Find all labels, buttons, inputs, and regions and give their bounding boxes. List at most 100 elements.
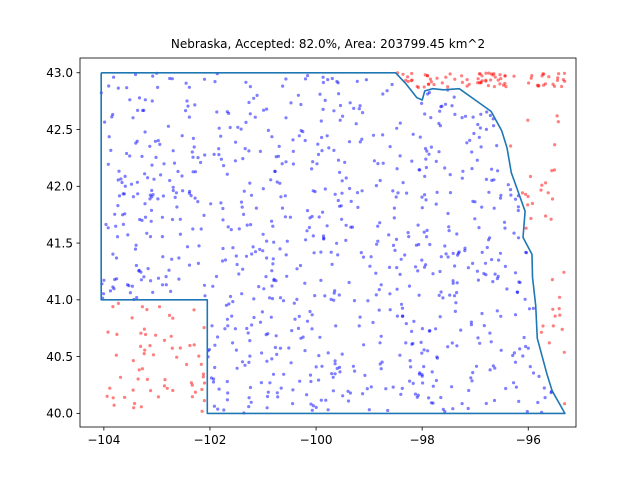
accepted-point (466, 406, 470, 411)
accepted-point (173, 195, 177, 199)
accepted-point (248, 385, 253, 390)
accepted-point (316, 152, 321, 157)
accepted-point (290, 329, 294, 333)
accepted-point (358, 315, 362, 319)
accepted-point (395, 314, 399, 318)
y-tick-label: 42.5 (46, 123, 73, 137)
accepted-point (178, 232, 182, 236)
accepted-point (221, 206, 225, 211)
accepted-point (193, 170, 198, 174)
accepted-point (137, 269, 141, 273)
accepted-point (498, 196, 503, 200)
accepted-point (367, 408, 371, 412)
accepted-point (133, 247, 138, 251)
rejected-point (549, 217, 553, 221)
rejected-point (539, 330, 544, 334)
accepted-point (332, 148, 336, 152)
accepted-point (491, 280, 495, 284)
accepted-point (439, 255, 443, 259)
accepted-point (543, 396, 547, 400)
accepted-point (469, 376, 473, 380)
state-boundary (100, 72, 566, 415)
accepted-point (314, 365, 318, 369)
accepted-point (395, 287, 399, 291)
accepted-point (117, 169, 121, 173)
accepted-point (379, 283, 383, 287)
accepted-point (504, 386, 508, 391)
accepted-point (303, 349, 307, 353)
rejected-point (185, 362, 189, 367)
rejected-point (112, 403, 116, 407)
accepted-point (348, 391, 352, 395)
accepted-point (407, 284, 412, 288)
accepted-point (536, 400, 540, 405)
accepted-point (159, 173, 163, 177)
accepted-point (325, 134, 329, 138)
accepted-point (441, 296, 445, 300)
accepted-point (103, 120, 107, 124)
accepted-point (169, 289, 173, 293)
accepted-point (398, 154, 402, 158)
rejected-point (550, 197, 555, 201)
accepted-point (451, 251, 455, 255)
accepted-point (187, 115, 191, 119)
accepted-point (245, 326, 249, 331)
accepted-point (252, 315, 256, 320)
accepted-point (275, 352, 279, 356)
accepted-point (488, 331, 492, 335)
accepted-point (484, 401, 488, 406)
accepted-point (252, 96, 256, 100)
accepted-point (221, 218, 225, 222)
rejected-point (448, 72, 452, 76)
accepted-point (123, 184, 127, 188)
accepted-point (476, 278, 480, 282)
accepted-point (355, 79, 359, 83)
rejected-point (435, 76, 439, 80)
rejected-point (145, 377, 149, 381)
rejected-point (557, 307, 561, 311)
rejected-point (192, 308, 196, 312)
rejected-point (440, 81, 444, 85)
rejected-point (410, 71, 414, 76)
accepted-point (444, 252, 448, 256)
accepted-point (325, 224, 329, 228)
accepted-point (477, 226, 481, 230)
accepted-point (439, 290, 443, 294)
rejected-point (530, 201, 535, 206)
rejected-point (526, 203, 530, 207)
accepted-point (135, 296, 139, 300)
rejected-point (139, 344, 143, 348)
y-tick-label: 41.0 (46, 293, 73, 307)
accepted-point (137, 96, 142, 100)
rejected-point (118, 375, 123, 379)
accepted-point (310, 214, 314, 219)
accepted-point (284, 160, 288, 164)
rejected-point (190, 395, 194, 399)
rejected-point (197, 354, 201, 358)
accepted-point (237, 227, 241, 231)
accepted-point (333, 289, 337, 293)
accepted-point (282, 372, 286, 376)
accepted-point (151, 74, 155, 78)
accepted-point (156, 197, 160, 201)
accepted-point (517, 280, 521, 284)
accepted-point (412, 319, 416, 323)
accepted-point (226, 324, 230, 328)
accepted-point (242, 212, 246, 216)
accepted-point (113, 277, 117, 282)
accepted-point (394, 195, 398, 199)
accepted-point (489, 340, 493, 344)
rejected-point (527, 81, 531, 85)
accepted-point (111, 252, 115, 256)
accepted-point (310, 313, 314, 317)
accepted-point (515, 290, 519, 294)
accepted-point (225, 172, 229, 176)
rejected-point (486, 84, 490, 88)
rejected-point (193, 390, 197, 394)
accepted-point (247, 149, 251, 153)
accepted-point (508, 188, 513, 192)
accepted-point (348, 186, 352, 191)
accepted-point (393, 248, 397, 252)
rejected-point (416, 85, 420, 90)
accepted-point (259, 381, 263, 385)
